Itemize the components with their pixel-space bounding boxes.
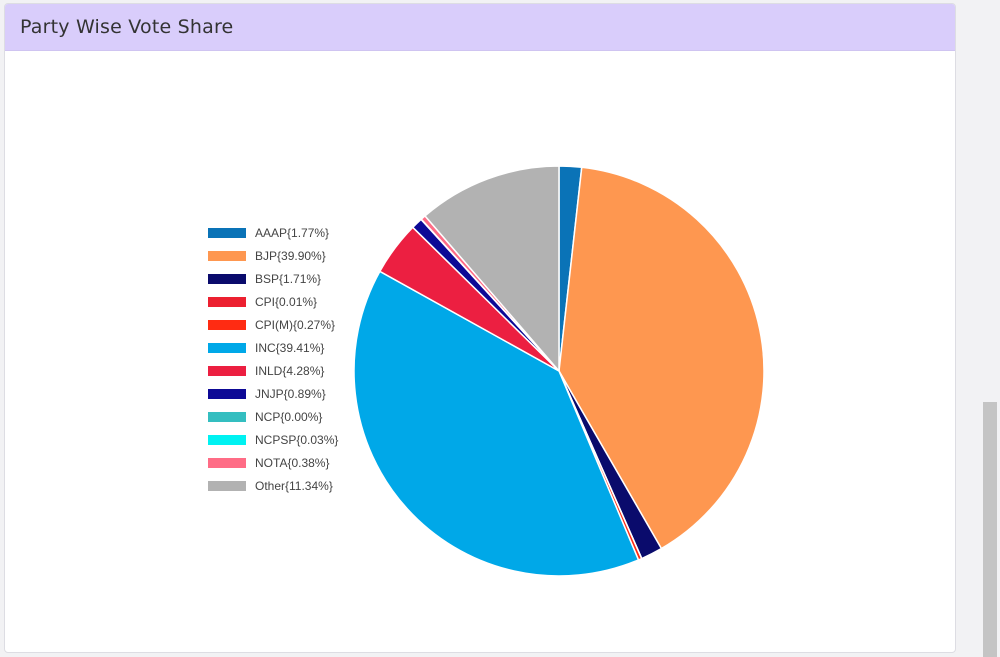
legend-swatch (208, 365, 246, 376)
card-title: Party Wise Vote Share (20, 16, 234, 38)
legend-item-ncp[interactable]: NCP{0.00%} (208, 405, 338, 428)
legend-item-inc[interactable]: INC{39.41%} (208, 336, 338, 359)
pie-slice-inc[interactable] (353, 270, 640, 577)
legend-swatch (208, 250, 246, 261)
legend-swatch (208, 457, 246, 468)
legend-label: CPI{0.01%} (255, 294, 318, 309)
legend-label: INLD{4.28%} (255, 363, 325, 378)
legend-label: JNJP{0.89%} (255, 386, 326, 401)
card-header: Party Wise Vote Share (5, 4, 955, 51)
legend-swatch (208, 273, 246, 284)
pie-slice-other[interactable] (424, 165, 560, 372)
legend-swatch (208, 434, 246, 445)
legend-label: BJP{39.90%} (255, 248, 326, 263)
legend-swatch (208, 296, 246, 307)
vote-share-card: Party Wise Vote Share AAAP{1.77%} BJP{39.… (4, 3, 956, 653)
chart-legend: AAAP{1.77%} BJP{39.90%} BSP{1.71%} CPI{0.01… (208, 221, 338, 497)
legend-item-inld[interactable]: INLD{4.28%} (208, 359, 338, 382)
legend-item-cpi[interactable]: CPI{0.01%} (208, 290, 338, 313)
legend-swatch (208, 342, 246, 353)
legend-item-bsp[interactable]: BSP{1.71%} (208, 267, 338, 290)
legend-swatch (208, 227, 246, 238)
legend-swatch (208, 411, 246, 422)
legend-item-bjp[interactable]: BJP{39.90%} (208, 244, 338, 267)
page-scrollbar-thumb[interactable] (983, 402, 997, 657)
legend-item-jnjp[interactable]: JNJP{0.89%} (208, 382, 338, 405)
legend-label: BSP{1.71%} (255, 271, 322, 286)
legend-item-ncpsp[interactable]: NCPSP{0.03%} (208, 428, 338, 451)
legend-swatch (208, 480, 246, 491)
pie-chart (353, 165, 765, 577)
legend-item-aaap[interactable]: AAAP{1.77%} (208, 221, 338, 244)
pie-chart-area: AAAP{1.77%} BJP{39.90%} BSP{1.71%} CPI{0.01… (5, 51, 955, 652)
legend-swatch (208, 388, 246, 399)
legend-label: AAAP{1.77%} (255, 225, 330, 240)
legend-label: NOTA{0.38%} (255, 455, 330, 470)
legend-item-other[interactable]: Other{11.34%} (208, 474, 338, 497)
legend-label: CPI(M){0.27%} (255, 317, 336, 332)
legend-label: INC{39.41%} (255, 340, 325, 355)
legend-label: NCP{0.00%} (255, 409, 323, 424)
legend-item-nota[interactable]: NOTA{0.38%} (208, 451, 338, 474)
legend-item-cpi-m[interactable]: CPI(M){0.27%} (208, 313, 338, 336)
pie-slice-bjp[interactable] (558, 166, 765, 550)
legend-swatch (208, 319, 246, 330)
legend-label: Other{11.34%} (255, 478, 333, 493)
legend-label: NCPSP{0.03%} (255, 432, 339, 447)
